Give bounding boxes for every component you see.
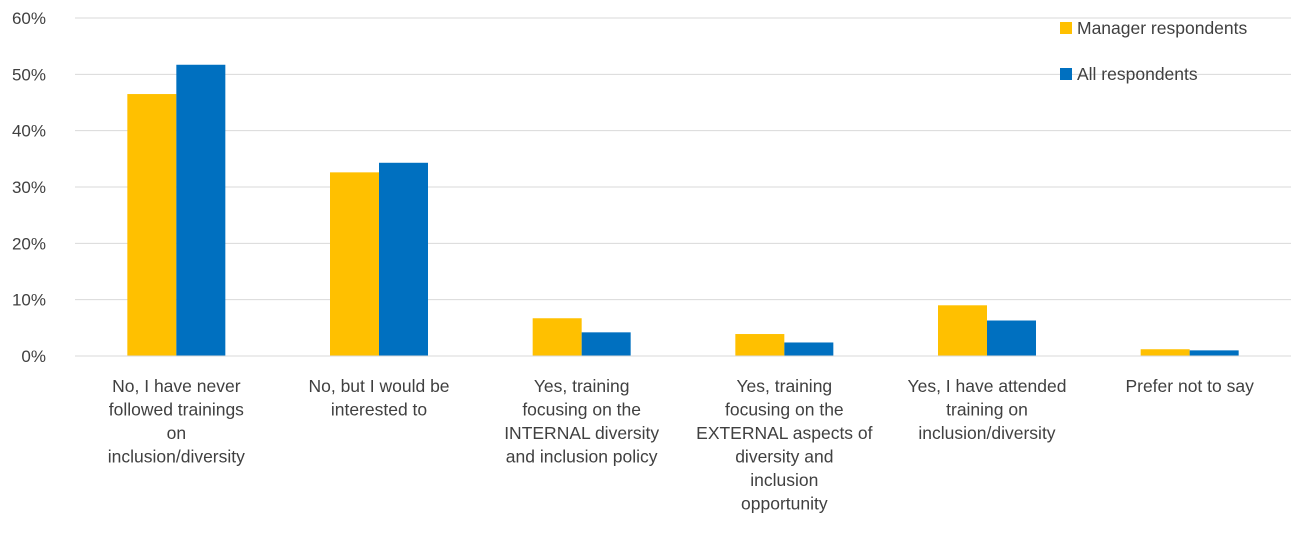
y-tick-label: 50% bbox=[12, 65, 46, 84]
y-tick-label: 0% bbox=[21, 347, 46, 366]
bars bbox=[127, 64, 1239, 357]
y-tick-label: 10% bbox=[12, 291, 46, 310]
legend-swatch bbox=[1060, 68, 1072, 80]
bar-manager-1 bbox=[330, 172, 379, 356]
category-labels: No, I have never followed trainings on incl… bbox=[108, 376, 1254, 514]
category-label: Prefer not to say bbox=[1125, 376, 1254, 396]
legend-swatch bbox=[1060, 22, 1072, 34]
bar-all-2 bbox=[581, 332, 631, 356]
bar-manager-2 bbox=[532, 318, 582, 356]
bar-all-3 bbox=[784, 342, 834, 356]
bar-manager-5 bbox=[1140, 349, 1190, 356]
bar-manager-0 bbox=[127, 94, 177, 357]
legend: Manager respondents All respondents bbox=[1060, 18, 1247, 84]
bar-all-5 bbox=[1189, 350, 1239, 356]
category-label: Yes, I have attended training on inclusion… bbox=[908, 376, 1067, 443]
category-label: Yes, training focusing on the EXTERNAL asp… bbox=[696, 376, 873, 514]
bar-manager-3 bbox=[735, 334, 785, 356]
y-tick-label: 60% bbox=[12, 9, 46, 28]
y-tick-label: 30% bbox=[12, 178, 46, 197]
bar-manager-4 bbox=[938, 305, 987, 356]
y-tick-label: 20% bbox=[12, 234, 46, 253]
category-label: No, I have never followed trainings on incl… bbox=[108, 376, 245, 467]
legend-label: All respondents bbox=[1077, 64, 1198, 84]
category-label: Yes, training focusing on the INTERNAL div… bbox=[504, 376, 659, 467]
gridlines bbox=[75, 17, 1291, 301]
bar-all-4 bbox=[987, 320, 1036, 356]
y-tick-label: 40% bbox=[12, 122, 46, 141]
legend-label: Manager respondents bbox=[1077, 18, 1247, 38]
bar-all-1 bbox=[379, 162, 428, 356]
category-label: No, but I would be interested to bbox=[308, 376, 449, 420]
y-axis-ticks: 0% 10% 20% 30% 40% 50% 60% bbox=[12, 9, 46, 366]
bar-all-0 bbox=[176, 64, 226, 357]
